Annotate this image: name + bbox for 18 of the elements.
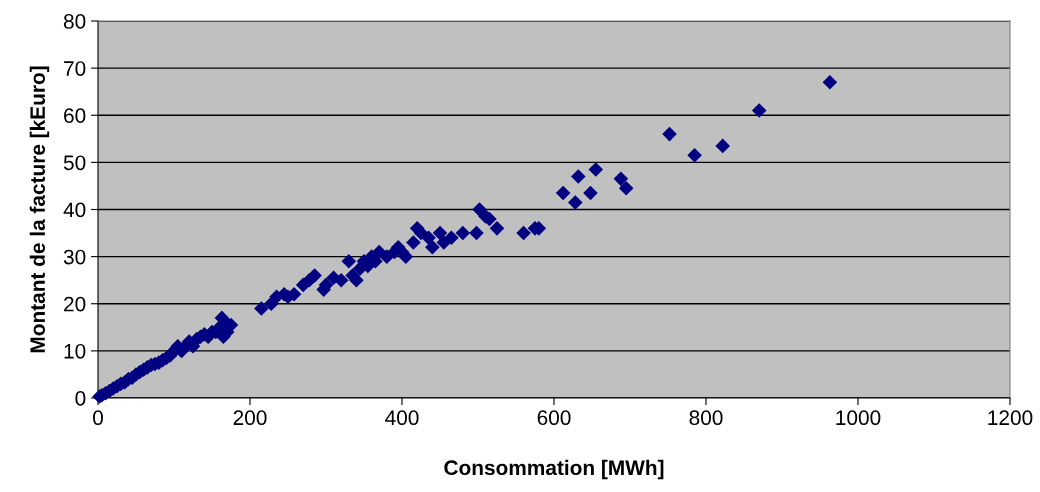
x-tick-label: 200 bbox=[233, 410, 267, 426]
y-tick-label: 50 bbox=[63, 155, 86, 171]
y-tick-label: 40 bbox=[63, 202, 86, 218]
y-axis-title: Montant de la facture [kEuro] bbox=[29, 66, 50, 353]
y-tick-label: 60 bbox=[64, 108, 86, 123]
y-tick-label: 10 bbox=[64, 343, 86, 359]
y-tick-label: 0 bbox=[75, 391, 86, 406]
y-tick-label: 30 bbox=[63, 249, 86, 265]
y-tick-label: 80 bbox=[63, 14, 86, 29]
x-tick-label: 600 bbox=[537, 410, 571, 426]
y-tick-label: 20 bbox=[64, 296, 86, 312]
x-tick-label: 1200 bbox=[988, 410, 1033, 426]
x-axis-title: Consommation [MWh] bbox=[444, 459, 664, 480]
x-tick-label: 1000 bbox=[836, 410, 881, 426]
x-tick-label: 0 bbox=[93, 410, 103, 426]
x-tick-label: 800 bbox=[689, 410, 723, 426]
y-tick-label: 70 bbox=[64, 61, 86, 76]
x-tick-label: 400 bbox=[385, 410, 419, 426]
